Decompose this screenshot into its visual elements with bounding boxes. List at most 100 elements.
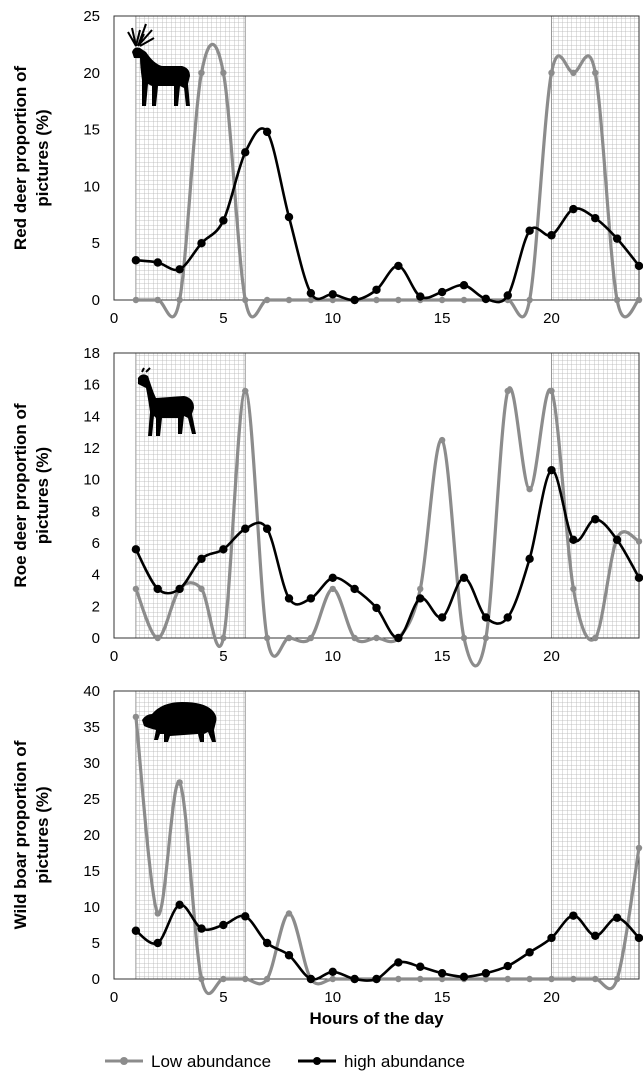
data-point-high-abundance [591, 931, 600, 940]
data-point-low-abundance [548, 387, 555, 395]
data-point-low-abundance [482, 634, 490, 642]
data-point-high-abundance [372, 974, 381, 984]
data-point-high-abundance [350, 584, 359, 594]
data-point-low-abundance [285, 910, 293, 917]
data-point-low-abundance [198, 585, 205, 593]
data-point-high-abundance [153, 258, 162, 267]
data-point-high-abundance [219, 920, 228, 930]
y-tick-label: 14 [83, 408, 100, 425]
data-point-low-abundance [176, 296, 183, 304]
data-point-low-abundance [613, 296, 621, 304]
data-point-high-abundance [547, 465, 556, 475]
data-point-low-abundance [592, 975, 599, 983]
data-point-low-abundance [592, 69, 599, 77]
data-point-low-abundance [373, 634, 380, 642]
data-point-high-abundance [219, 216, 228, 225]
x-tick-label: 10 [324, 989, 341, 1006]
data-point-high-abundance [459, 972, 469, 982]
data-point-low-abundance [635, 296, 643, 304]
y-tick-label: 4 [92, 567, 100, 584]
legend-marker [313, 1057, 321, 1065]
y-axis-label: Roe deer proportion of pictures (%) [11, 403, 52, 588]
data-point-high-abundance [481, 294, 491, 304]
data-point-high-abundance [569, 911, 578, 920]
data-point-low-abundance [132, 585, 140, 593]
data-point-high-abundance [262, 127, 272, 137]
data-point-high-abundance [175, 265, 184, 274]
data-point-high-abundance [591, 214, 600, 223]
series-line-low-abundance [135, 42, 641, 319]
data-point-high-abundance [350, 295, 359, 305]
y-tick-label: 5 [92, 235, 100, 252]
data-point-high-abundance [547, 231, 556, 240]
data-point-low-abundance [438, 436, 446, 444]
data-point-low-abundance [417, 585, 424, 593]
y-axis-label: Red deer proportion of pictures (%) [11, 66, 52, 251]
data-point-low-abundance [329, 585, 336, 593]
panel-wild-boar: 0 5 10 15 20 25 30 35 40 0 5 10 15 20 Wild boar propor… [11, 683, 643, 1028]
data-point-high-abundance [481, 613, 491, 622]
data-point-low-abundance [154, 296, 161, 304]
x-tick-label: 20 [543, 310, 560, 327]
data-point-high-abundance [569, 535, 578, 545]
y-tick-label: 30 [83, 755, 100, 772]
data-point-high-abundance [372, 285, 381, 294]
data-point-high-abundance [459, 281, 469, 290]
panel-red-deer: 0 5 10 15 20 25 0 5 10 15 20 Red deer proportion of… [11, 8, 643, 327]
data-point-high-abundance [131, 926, 141, 935]
silhouette-wild-boar [142, 702, 217, 742]
data-point-high-abundance [262, 938, 272, 948]
silhouette-roe-deer [138, 367, 196, 436]
series-line-low-abundance [134, 386, 640, 668]
data-point-low-abundance [570, 975, 577, 983]
data-point-low-abundance [460, 296, 468, 304]
x-tick-label: 15 [434, 989, 451, 1006]
data-point-high-abundance [328, 573, 337, 583]
data-point-high-abundance [503, 961, 512, 971]
y-tick-label: 15 [83, 863, 100, 880]
y-tick-label: 12 [83, 440, 100, 457]
y-tick-label: 25 [83, 8, 100, 25]
data-point-high-abundance [634, 261, 643, 271]
data-point-low-abundance [176, 779, 183, 786]
y-axis-label: Wild boar proportion of pictures (%) [11, 740, 52, 929]
data-point-low-abundance [351, 634, 358, 642]
data-point-low-abundance [154, 634, 161, 642]
data-point-low-abundance [307, 634, 315, 642]
data-point-high-abundance [525, 948, 534, 957]
data-point-low-abundance [482, 975, 490, 983]
data-point-high-abundance [284, 594, 294, 603]
x-tick-label: 0 [110, 989, 118, 1006]
data-point-high-abundance [591, 515, 600, 524]
data-point-low-abundance [395, 296, 402, 304]
data-point-high-abundance [306, 288, 316, 298]
data-point-low-abundance [592, 634, 599, 642]
data-point-high-abundance [437, 613, 447, 622]
y-tick-label: 5 [92, 935, 100, 952]
data-point-high-abundance [175, 900, 184, 910]
legend-marker [120, 1057, 128, 1065]
data-point-low-abundance [198, 975, 205, 983]
data-point-low-abundance [504, 387, 511, 395]
data-point-high-abundance [394, 633, 403, 643]
data-point-high-abundance [612, 535, 622, 545]
data-point-high-abundance [241, 524, 250, 533]
data-point-high-abundance [372, 603, 381, 613]
data-point-low-abundance [307, 296, 315, 304]
y-tick-label: 15 [83, 122, 100, 139]
y-tick-label: 0 [92, 292, 100, 309]
data-point-high-abundance [197, 924, 206, 933]
data-point-high-abundance [241, 148, 250, 157]
data-point-high-abundance [284, 212, 294, 222]
data-point-high-abundance [306, 974, 316, 984]
data-point-high-abundance [197, 554, 206, 564]
data-point-low-abundance [242, 975, 249, 983]
data-point-high-abundance [547, 933, 556, 943]
y-tick-label: 0 [92, 630, 100, 647]
data-point-high-abundance [416, 594, 425, 603]
x-tick-label: 5 [219, 989, 227, 1006]
y-tick-label: 8 [92, 503, 100, 520]
data-point-low-abundance [263, 634, 271, 642]
data-point-high-abundance [459, 573, 469, 583]
data-point-low-abundance [242, 387, 249, 395]
